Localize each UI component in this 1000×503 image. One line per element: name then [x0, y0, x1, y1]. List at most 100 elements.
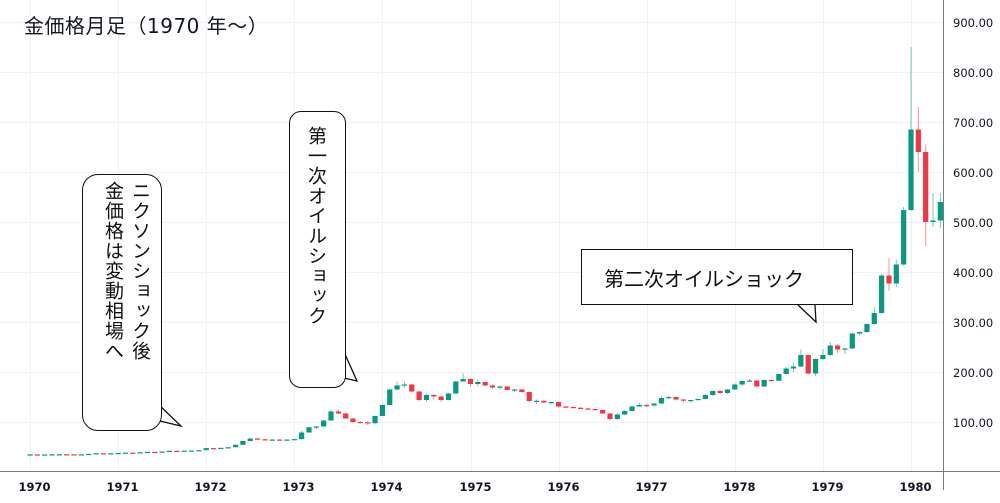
- y-tick-label: 200.00: [953, 365, 994, 380]
- x-tick-label: 1973: [282, 480, 315, 494]
- candle-body: [563, 406, 569, 408]
- candle-body: [218, 447, 224, 450]
- candle: [754, 380, 760, 387]
- oil1-annotation-text: 第一次オイルショック: [302, 126, 329, 326]
- bubble-tails: [158, 304, 817, 428]
- candle-body: [152, 451, 158, 454]
- candle-body: [445, 393, 452, 400]
- candle-body: [401, 384, 408, 386]
- candle: [695, 398, 701, 401]
- candle: [680, 399, 687, 403]
- oil2-bubble-tail: [797, 304, 817, 324]
- candle-body: [343, 413, 349, 419]
- candle-body: [365, 422, 371, 424]
- candle-body: [42, 454, 48, 456]
- candle-body: [526, 392, 532, 401]
- nixon-line-2: 金価格は変動相場へ: [102, 181, 124, 361]
- y-tick-label: 700.00: [953, 115, 994, 130]
- candle-body: [901, 210, 907, 265]
- candle-body: [262, 439, 268, 441]
- y-tick-label: 800.00: [953, 65, 994, 80]
- candle-body: [519, 389, 525, 392]
- candle-body: [578, 407, 584, 409]
- candle: [240, 440, 246, 445]
- candle: [607, 413, 613, 421]
- candle: [210, 447, 217, 450]
- candle: [416, 391, 422, 402]
- first-oil-shock-annotation: 第一次オイルショック: [289, 111, 346, 388]
- y-tick-label: 300.00: [953, 315, 994, 330]
- candle: [467, 378, 474, 387]
- candle-body: [783, 368, 789, 374]
- candle: [254, 437, 261, 440]
- candle: [820, 349, 826, 360]
- candle-body: [644, 405, 650, 407]
- candle: [284, 439, 290, 441]
- candle-body: [49, 454, 55, 456]
- candle-body: [188, 450, 195, 452]
- candle-body: [489, 385, 496, 388]
- candle: [188, 450, 195, 452]
- candle: [622, 410, 628, 415]
- candle-body: [232, 444, 239, 448]
- candle: [578, 407, 584, 409]
- candle-body: [291, 439, 297, 441]
- candle: [790, 362, 797, 372]
- candle-body: [849, 333, 855, 349]
- candle: [673, 396, 679, 401]
- candle-body: [56, 454, 62, 456]
- candle: [805, 354, 811, 375]
- candle: [34, 454, 40, 456]
- candle-body: [431, 395, 437, 397]
- candle-body: [754, 380, 760, 387]
- candle: [519, 389, 525, 393]
- candle: [42, 454, 48, 456]
- candle-body: [438, 396, 444, 400]
- candle: [489, 384, 496, 389]
- candle: [849, 332, 855, 349]
- candle-body: [387, 389, 393, 405]
- candle: [196, 450, 202, 452]
- candle: [923, 144, 929, 246]
- candle: [269, 439, 275, 441]
- candle: [247, 438, 253, 442]
- candle-body: [651, 403, 657, 406]
- candle: [225, 447, 231, 449]
- candle: [144, 451, 151, 454]
- candle: [871, 307, 877, 325]
- candle-body: [600, 410, 606, 414]
- candle-body: [879, 275, 885, 313]
- candle-body: [64, 454, 70, 456]
- candle: [49, 454, 55, 456]
- candle: [857, 331, 863, 335]
- candle: [504, 385, 510, 391]
- candle: [203, 447, 209, 451]
- nixon-line-1: ニクソンショック後: [129, 181, 151, 361]
- candle-body: [827, 345, 833, 355]
- candle-body: [673, 397, 679, 400]
- candle: [71, 454, 77, 456]
- candle-body: [394, 385, 400, 390]
- candle-body: [724, 389, 731, 393]
- candle-body: [511, 389, 518, 391]
- candle-body: [225, 447, 231, 449]
- candle: [328, 409, 334, 421]
- candle-body: [196, 450, 202, 452]
- candle-body: [812, 359, 819, 374]
- candle: [783, 367, 789, 375]
- chart-title: 金価格月足（1970 年〜）: [24, 14, 269, 38]
- candle: [108, 453, 114, 455]
- candle-body: [893, 264, 899, 284]
- candle: [592, 408, 598, 411]
- candle-body: [321, 420, 327, 427]
- candle: [563, 406, 569, 409]
- candle: [614, 413, 620, 420]
- candle-body: [739, 381, 745, 385]
- candle: [306, 426, 312, 433]
- candle: [511, 389, 518, 392]
- candle-body: [277, 439, 283, 441]
- candle-body: [937, 202, 943, 221]
- candle: [893, 259, 899, 287]
- candle: [688, 400, 694, 403]
- candle: [533, 399, 540, 404]
